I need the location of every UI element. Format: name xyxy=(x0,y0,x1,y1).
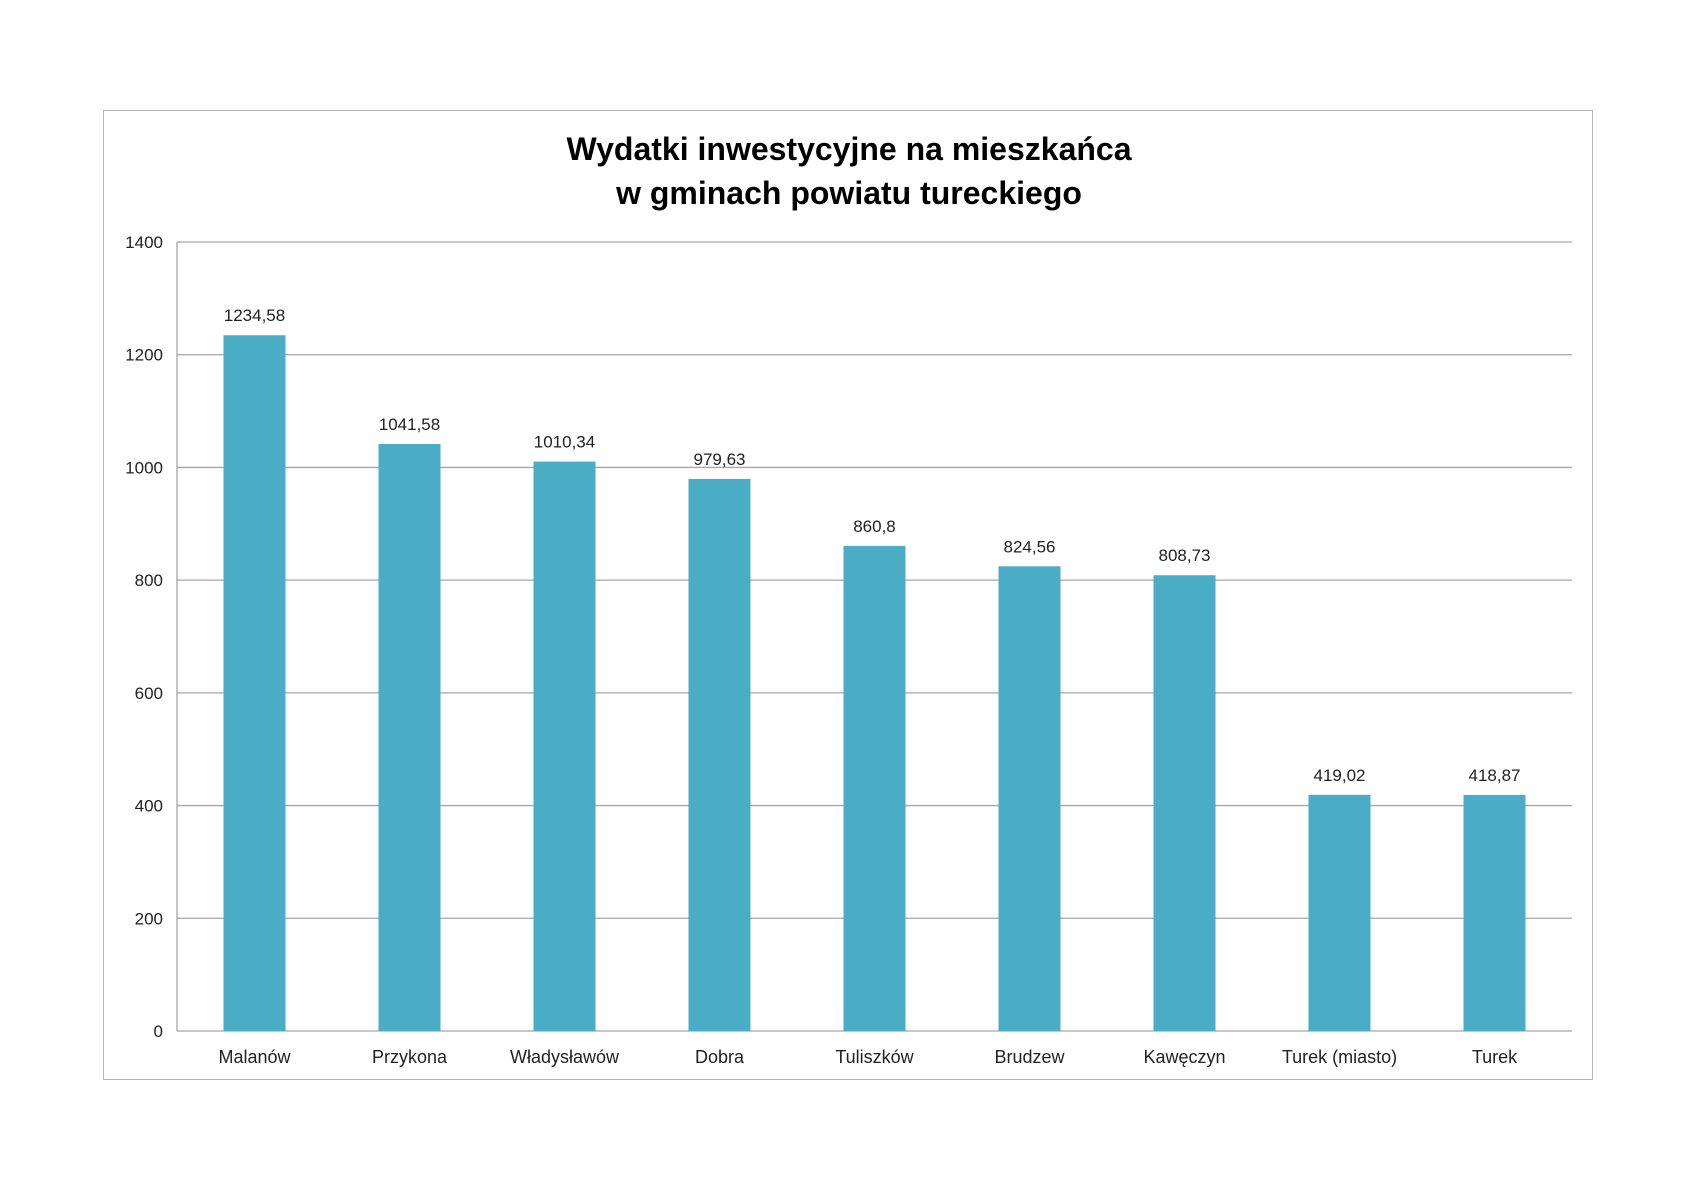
bar xyxy=(1463,794,1526,1031)
x-category-label: Władysławów xyxy=(510,1047,620,1067)
bar-value-label: 824,56 xyxy=(1004,537,1056,556)
y-tick-label: 400 xyxy=(135,797,163,816)
bar xyxy=(998,566,1061,1031)
y-axis-ticks: 0 200 400 600 800 1000 1200 1400 xyxy=(125,233,163,1041)
bar-value-label: 1041,58 xyxy=(379,415,440,434)
chart-title-line-2: w gminach powiatu tureckiego xyxy=(615,175,1082,211)
bar xyxy=(533,461,596,1031)
x-category-label: Przykona xyxy=(372,1047,448,1067)
x-category-label: Turek xyxy=(1472,1047,1518,1067)
bar-value-label: 979,63 xyxy=(694,450,746,469)
y-tick-label: 800 xyxy=(135,571,163,590)
bar-value-label: 860,8 xyxy=(853,517,896,536)
bar xyxy=(843,545,906,1031)
bars xyxy=(223,335,1526,1032)
bar-value-label: 1010,34 xyxy=(534,433,595,452)
y-tick-label: 1200 xyxy=(125,346,163,365)
y-tick-label: 200 xyxy=(135,909,163,928)
bar-value-label: 418,87 xyxy=(1469,766,1521,785)
x-category-label: Kawęczyn xyxy=(1143,1047,1225,1067)
y-tick-label: 1000 xyxy=(125,458,163,477)
bar-value-label: 808,73 xyxy=(1159,546,1211,565)
x-category-label: Brudzew xyxy=(994,1047,1065,1067)
y-tick-label: 1400 xyxy=(125,233,163,252)
x-axis-categories: Malanów Przykona Władysławów Dobra Tuliszków… xyxy=(218,1047,1518,1067)
bar xyxy=(223,335,286,1032)
chart-frame: Wydatki inwestycyjne na mieszkańca w gmi… xyxy=(103,110,1593,1080)
bar-value-label: 1234,58 xyxy=(224,306,285,325)
bar-chart: Wydatki inwestycyjne na mieszkańca w gmi… xyxy=(125,131,1572,1067)
x-category-label: Turek (miasto) xyxy=(1282,1047,1397,1067)
chart-title: Wydatki inwestycyjne na mieszkańca w gmi… xyxy=(567,131,1132,211)
bar xyxy=(1153,575,1216,1031)
bar xyxy=(1308,794,1371,1031)
y-tick-label: 0 xyxy=(154,1022,163,1041)
x-category-label: Tuliszków xyxy=(835,1047,914,1067)
y-tick-label: 600 xyxy=(135,684,163,703)
data-labels: 1234,58 1041,58 1010,34 979,63 860,8 824,56 80… xyxy=(224,306,1521,785)
bar-value-label: 419,02 xyxy=(1314,766,1366,785)
x-category-label: Malanów xyxy=(218,1047,291,1067)
bar xyxy=(378,443,441,1032)
bar xyxy=(688,478,751,1031)
chart-title-line-1: Wydatki inwestycyjne na mieszkańca xyxy=(567,131,1132,167)
x-category-label: Dobra xyxy=(695,1047,745,1067)
